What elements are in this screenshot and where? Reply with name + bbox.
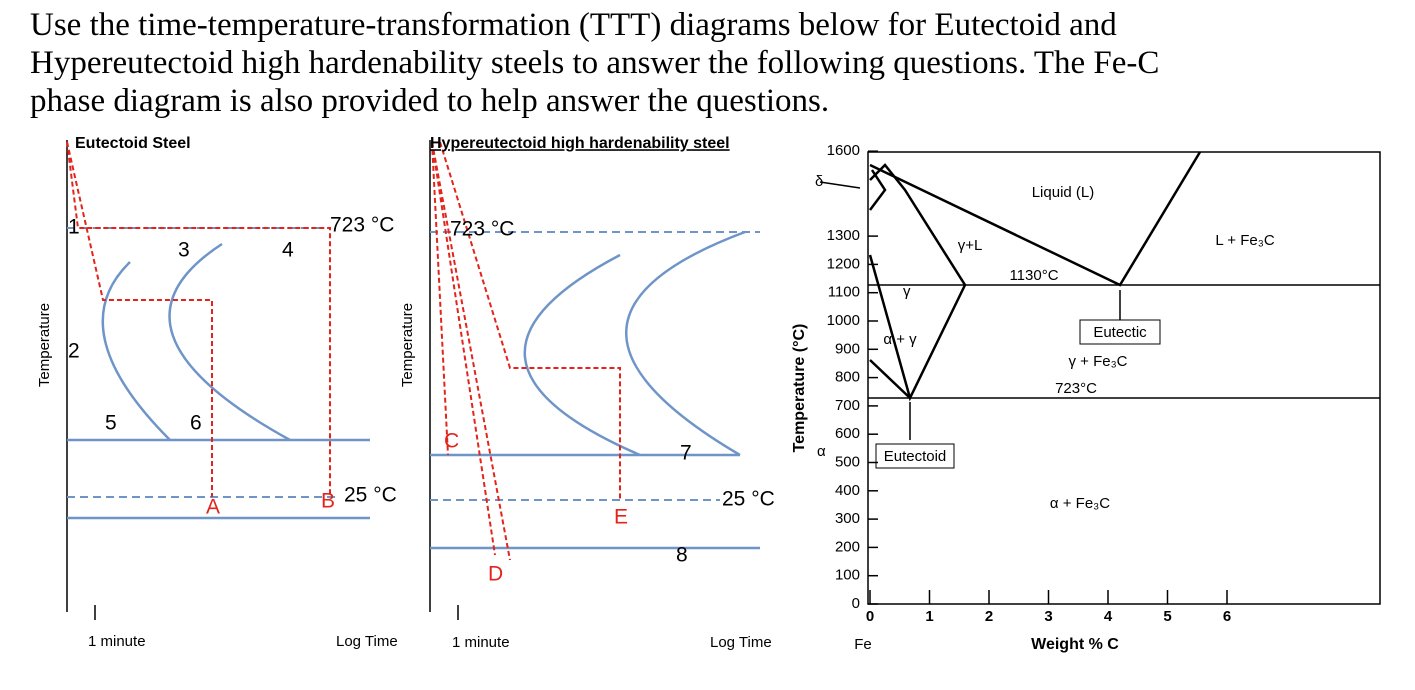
y-tick-label: 1100 (828, 284, 860, 301)
x-tick-label: 1 (925, 608, 933, 625)
label-box (1079, 319, 1161, 345)
y-tick-label: 1200 (827, 255, 860, 272)
intro-line: Use the time-temperature-transformation … (30, 7, 1117, 43)
intro-line: Hypereutectoid high hardenability steels… (30, 45, 1159, 81)
marker: 2 (68, 340, 80, 363)
point-label: D (488, 563, 503, 586)
marker: 5 (105, 412, 117, 435)
x-tick-label: 6 (1223, 608, 1231, 625)
x-end: Log Time (710, 634, 772, 651)
phase-label: L + Fe₃C (1215, 232, 1274, 249)
y-tick-label: 700 (835, 397, 860, 414)
x-end: Log Time (336, 633, 398, 650)
intro-line: phase diagram is also provided to help a… (30, 83, 829, 119)
marker: 8 (676, 544, 688, 567)
y-label: Temperature (399, 303, 416, 387)
x-tick-label: 4 (1104, 608, 1113, 625)
marker: 1 (68, 216, 80, 239)
liquidus (869, 151, 1202, 287)
temp-label: 723°C (1055, 380, 1097, 397)
y-tick-label: 900 (835, 340, 860, 357)
point-label: E (614, 506, 628, 529)
cooling-paths (431, 141, 621, 561)
point-label: A (206, 496, 220, 519)
phase-label: α + γ (883, 331, 917, 348)
label-box (875, 443, 955, 469)
point-label: C (444, 430, 459, 453)
phase-label: γ + Fe₃C (1068, 353, 1127, 370)
temp-label: 1130°C (1009, 267, 1058, 284)
phase-boundaries (868, 163, 967, 402)
finish-curve (168, 242, 291, 442)
x-start: 1 minute (452, 634, 510, 651)
y-tick-label: 500 (835, 453, 860, 470)
start-curve (101, 261, 171, 441)
marker: 7 (680, 442, 692, 465)
point-label: B (321, 490, 335, 513)
path-a (66, 141, 213, 497)
y-tick-label: 0 (852, 595, 860, 612)
marker: 6 (190, 412, 202, 435)
y-tick-label: 200 (835, 538, 860, 555)
x-tick-label: 0 (866, 608, 874, 625)
phase-label: α (817, 443, 826, 460)
box-label: Eutectoid (884, 448, 947, 465)
phase-label: γ+L (958, 237, 983, 254)
phase-label: γ (903, 283, 911, 300)
panel-title: Hypereutectoid high hardenability steel (430, 135, 730, 152)
y-label: Temperature (°C) (791, 324, 808, 453)
y-label: Temperature (36, 303, 53, 387)
finish-curve (625, 230, 746, 457)
y-tick-label: 1000 (827, 312, 860, 329)
upper-temp: 723 °C (330, 214, 394, 237)
y-tick-label: 100 (835, 567, 860, 584)
marker: 3 (178, 239, 190, 262)
box-label: Eutectic (1093, 324, 1147, 341)
frame (867, 151, 1381, 605)
panel-title: Eutectoid Steel (75, 135, 191, 152)
phase-diagram: Temperature (°C) Weight % C Fe δ α Liqui… (791, 142, 1381, 653)
hypereutectoid-panel: Hypereutectoid high hardenability steel … (399, 135, 775, 651)
y-tick-label: 400 (835, 482, 860, 499)
x-tick-label: 3 (1044, 608, 1052, 625)
lower-temp: 25 °C (344, 484, 397, 507)
phase-label: δ (815, 173, 823, 190)
phase-label: Liquid (L) (1032, 184, 1095, 201)
x-start: 1 minute (88, 633, 146, 650)
eutectoid-panel: Eutectoid Steel Temperature 1 minute Log… (36, 135, 398, 650)
phase-label: α + Fe₃C (1050, 495, 1110, 512)
marker: 4 (282, 239, 294, 262)
y-tick-label: 1300 (827, 227, 860, 244)
upper-temp: 723 °C (450, 218, 514, 241)
path-b (66, 141, 331, 497)
x-tick-label: 5 (1163, 608, 1171, 625)
x-label: Weight % C (1031, 636, 1119, 653)
y-tick-label: 800 (835, 369, 860, 386)
start-curve (523, 253, 641, 457)
x-tick-label: 2 (985, 608, 993, 625)
origin-label: Fe (854, 636, 872, 653)
y-tick-label: 600 (835, 425, 860, 442)
arrow (819, 181, 861, 189)
lower-temp: 25 °C (722, 488, 775, 511)
y-tick-label: 1600 (827, 142, 860, 159)
y-tick-label: 300 (835, 510, 860, 527)
